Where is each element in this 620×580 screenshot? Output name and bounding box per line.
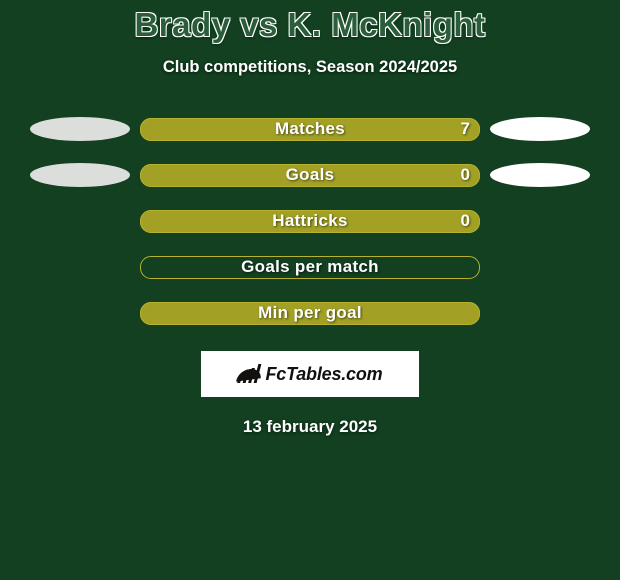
stat-bar: Min per goal [140, 302, 480, 325]
subtitle: Club competitions, Season 2024/2025 [0, 58, 620, 77]
stat-bar: Matches7 [140, 118, 480, 141]
stat-row: Hattricks0 [0, 209, 620, 233]
ellipse-spacer [490, 301, 590, 325]
date-stamp: 13 february 2025 [0, 417, 620, 437]
ellipse-spacer [30, 301, 130, 325]
bar-value: 0 [461, 210, 470, 233]
bar-label: Min per goal [140, 302, 480, 325]
stat-bar: Goals per match [140, 256, 480, 279]
bar-label: Goals per match [140, 256, 480, 279]
ellipse-spacer [490, 209, 590, 233]
ellipse-spacer [490, 255, 590, 279]
ellipse-spacer [30, 255, 130, 279]
bar-label: Goals [140, 164, 480, 187]
stat-bar: Goals0 [140, 164, 480, 187]
stat-bar: Hattricks0 [140, 210, 480, 233]
right-ellipse [490, 163, 590, 187]
bar-value: 0 [461, 164, 470, 187]
bar-label: Matches [140, 118, 480, 141]
left-ellipse [30, 117, 130, 141]
infographic-root: Brady vs K. McKnight Club competitions, … [0, 0, 620, 580]
stat-row: Matches7 [0, 117, 620, 141]
stat-row: Min per goal [0, 301, 620, 325]
stat-row: Goals0 [0, 163, 620, 187]
left-ellipse [30, 163, 130, 187]
stat-row: Goals per match [0, 255, 620, 279]
bar-value: 7 [461, 118, 470, 141]
stat-rows: Matches7Goals0Hattricks0Goals per matchM… [0, 117, 620, 325]
bar-chart-icon [238, 365, 260, 383]
brand-inner: FcTables.com [238, 364, 383, 385]
page-title: Brady vs K. McKnight [0, 6, 620, 44]
brand-badge: FcTables.com [201, 351, 419, 397]
brand-text: FcTables.com [266, 364, 383, 385]
bar-label: Hattricks [140, 210, 480, 233]
right-ellipse [490, 117, 590, 141]
ellipse-spacer [30, 209, 130, 233]
